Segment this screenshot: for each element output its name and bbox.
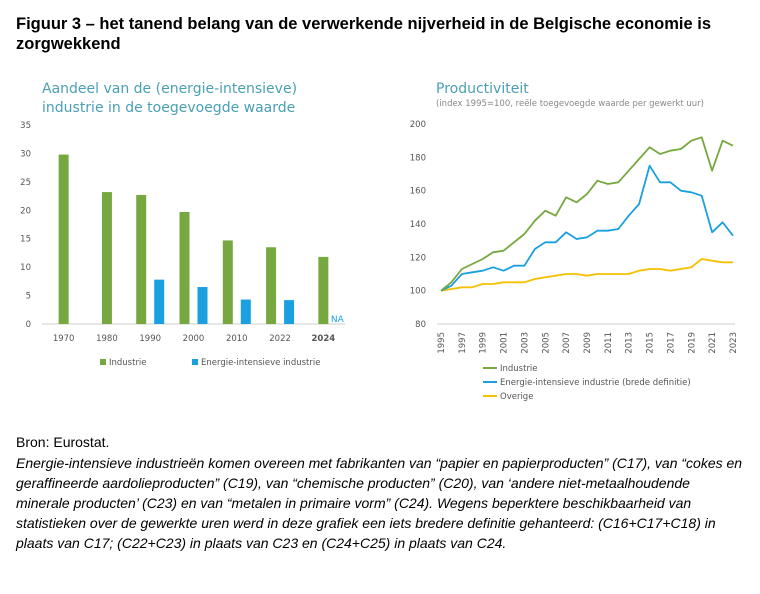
x-tick-label: 2015	[646, 332, 656, 354]
legend-label: Industrie	[500, 364, 538, 374]
legend-label: Energie-intensieve industrie	[201, 358, 320, 368]
legend-swatch	[192, 359, 198, 365]
y-tick-label: 30	[20, 149, 31, 159]
bar-industrie	[136, 194, 147, 324]
y-tick-label: 140	[410, 220, 426, 230]
x-tick-label: 1990	[139, 334, 161, 344]
bar-energie-intensief	[284, 300, 295, 324]
x-tick-label: 2017	[666, 332, 676, 354]
x-tick-label: 1999	[479, 332, 489, 354]
legend-label: Overige	[500, 392, 533, 402]
line-chart-title: Productiviteit	[436, 81, 529, 97]
x-tick-label: 2022	[269, 334, 291, 344]
x-tick-label: 2007	[562, 332, 572, 354]
line-chart-subtitle: (index 1995=100, reële toegevoegde waard…	[436, 99, 704, 109]
y-tick-label: 180	[410, 153, 426, 163]
source-text: Bron: Eurostat.	[16, 434, 110, 450]
bar-industrie	[58, 154, 69, 324]
bar-energie-intensief	[197, 287, 208, 324]
legend-label: Industrie	[109, 358, 147, 368]
y-tick-label: 160	[410, 187, 426, 197]
x-tick-label: 1980	[96, 334, 118, 344]
y-tick-label: 10	[20, 263, 31, 273]
x-tick-label: 2013	[625, 332, 635, 354]
y-tick-label: 20	[20, 206, 31, 216]
y-tick-label: 5	[26, 292, 31, 302]
figure-title: Figuur 3 – het tanend belang van de verw…	[16, 15, 712, 53]
bar-industrie	[318, 256, 329, 324]
bar-industrie	[101, 192, 112, 324]
y-tick-label: 15	[20, 235, 31, 245]
bar-energie-intensief	[240, 299, 251, 324]
y-tick-label: 35	[20, 121, 31, 131]
x-tick-label: 2003	[520, 332, 530, 354]
x-tick-label: 1995	[437, 332, 447, 354]
y-tick-label: 0	[26, 320, 31, 330]
bar-industrie	[179, 211, 190, 324]
line-series-industrie	[440, 136, 734, 292]
line-series-energie-intensief	[440, 164, 734, 292]
x-tick-label: 2000	[183, 334, 205, 344]
bar-industrie	[266, 247, 277, 324]
x-tick-label: 1997	[458, 332, 468, 354]
x-tick-label: 2021	[708, 332, 718, 354]
y-tick-label: 100	[410, 287, 426, 297]
y-tick-label: 120	[410, 253, 426, 263]
na-label: NA	[331, 315, 345, 325]
x-tick-label: 2005	[541, 332, 551, 354]
x-tick-label: 2011	[604, 332, 614, 354]
x-tick-label: 2010	[226, 334, 248, 344]
x-tick-label: 2024	[312, 334, 336, 344]
bar-industrie	[222, 240, 233, 324]
note-text: Energie-intensieve industrieën komen ove…	[16, 455, 743, 551]
x-tick-label: 2023	[729, 332, 739, 354]
y-tick-label: 200	[410, 120, 426, 130]
x-tick-label: 2019	[687, 332, 697, 354]
y-tick-label: 80	[415, 320, 426, 330]
bar-chart-title: Aandeel van de (energie-intensieve) indu…	[42, 81, 298, 116]
x-tick-label: 2001	[500, 332, 510, 354]
line-series-overige	[440, 258, 733, 292]
legend-swatch	[100, 359, 106, 365]
legend-label: Energie-intensieve industrie (brede defi…	[500, 378, 691, 388]
bar-energie-intensief	[154, 279, 165, 324]
x-tick-label: 2009	[583, 332, 593, 354]
x-tick-label: 1970	[53, 334, 75, 344]
y-tick-label: 25	[20, 178, 31, 188]
